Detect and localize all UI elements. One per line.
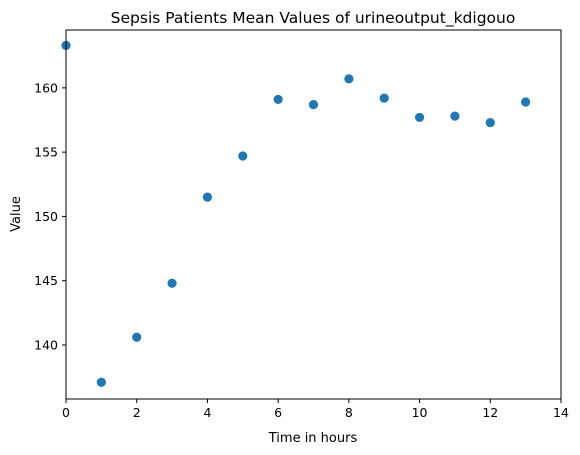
x-tick-label: 8 xyxy=(345,405,353,420)
y-tick-label: 160 xyxy=(34,80,58,95)
data-point xyxy=(96,377,106,387)
data-point xyxy=(344,74,354,84)
data-point xyxy=(273,94,283,105)
data-point xyxy=(379,93,389,103)
x-tick-label: 10 xyxy=(412,405,428,420)
x-tick-label: 0 xyxy=(62,405,70,420)
chart-title: Sepsis Patients Mean Values of urineoutp… xyxy=(111,9,516,28)
y-axis-label: Value xyxy=(9,196,24,232)
data-point xyxy=(485,117,495,128)
data-point xyxy=(308,99,319,110)
x-tick-label: 6 xyxy=(274,405,282,420)
x-tick-label: 2 xyxy=(133,405,141,420)
plot-frame xyxy=(65,29,562,400)
y-tick-label: 155 xyxy=(34,145,58,160)
data-point xyxy=(167,278,177,288)
data-point xyxy=(450,111,460,121)
y-tick-label: 150 xyxy=(34,209,58,224)
y-axis-ticks: 140 145 150 155 160 xyxy=(34,80,66,353)
x-axis-label: Time in hours xyxy=(268,431,358,446)
data-point xyxy=(202,192,213,202)
data-point xyxy=(132,332,142,342)
x-tick-label: 14 xyxy=(553,405,569,420)
x-axis-ticks: 0 2 4 6 8 10 12 14 xyxy=(62,399,569,420)
x-tick-label: 12 xyxy=(482,405,498,420)
x-tick-label: 4 xyxy=(203,405,211,420)
data-point xyxy=(521,97,531,107)
data-point xyxy=(238,151,248,161)
y-tick-label: 140 xyxy=(34,338,58,353)
data-points xyxy=(61,40,531,387)
y-tick-label: 145 xyxy=(34,273,58,288)
data-point xyxy=(414,112,425,123)
